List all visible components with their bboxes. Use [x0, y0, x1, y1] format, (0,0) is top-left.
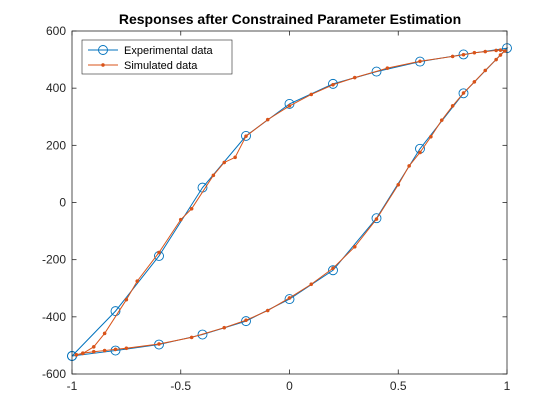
data-point: [371, 66, 382, 77]
y-tick-label: -400: [42, 310, 66, 324]
data-point: [241, 316, 251, 327]
data-point: [494, 57, 498, 62]
data-point: [124, 297, 129, 302]
data-point: [385, 66, 390, 71]
data-point: [309, 282, 314, 287]
data-point: [197, 329, 208, 340]
data-point: [157, 342, 161, 346]
data-point: [110, 345, 121, 356]
data-point: [461, 52, 466, 57]
data-point: [331, 266, 335, 271]
data-point: [189, 206, 194, 211]
data-point: [244, 134, 248, 139]
series-simulated: [74, 48, 507, 357]
axes-box: [71, 30, 508, 375]
data-point: [494, 48, 498, 53]
x-tick-label: 0: [286, 379, 293, 393]
data-point: [407, 164, 411, 168]
chart-title: Responses after Constrained Parameter Es…: [119, 11, 461, 27]
data-point: [502, 49, 507, 53]
data-point: [418, 150, 422, 155]
legend-marker: [98, 45, 108, 55]
legend-entry: Experimental data: [88, 45, 214, 57]
x-tick-label: 0.5: [390, 379, 407, 393]
y-tick-label: -200: [42, 253, 66, 267]
plot-area: -1 -0.5 0 0.5 1 -600 -400 -200 0 200 400 600: [42, 24, 512, 393]
data-point: [189, 335, 194, 340]
data-point: [309, 92, 314, 97]
data-point: [233, 155, 237, 160]
data-point: [483, 68, 488, 73]
data-point: [287, 104, 292, 108]
data-point: [91, 344, 96, 349]
data-point: [74, 352, 79, 357]
legend-box: [81, 39, 233, 75]
data-point: [374, 217, 379, 221]
data-point: [396, 182, 401, 187]
legend-label: Simulated data: [124, 60, 198, 72]
data-point: [450, 104, 455, 108]
data-point: [331, 82, 335, 87]
data-point: [498, 48, 503, 53]
data-point: [458, 49, 469, 60]
data-point: [439, 118, 444, 123]
data-point: [498, 53, 503, 57]
data-point: [418, 59, 422, 64]
data-point: [265, 117, 270, 122]
data-point: [472, 80, 477, 84]
data-point: [461, 91, 466, 95]
data-point: [91, 349, 96, 354]
data-point: [328, 265, 338, 276]
data-point: [265, 308, 270, 313]
data-point: [178, 217, 183, 222]
data-point: [371, 213, 382, 224]
data-point: [284, 294, 295, 305]
legend: Experimental data Simulated data: [81, 39, 233, 75]
data-point: [135, 279, 140, 283]
data-point: [211, 173, 216, 178]
y-tick-label: 600: [46, 24, 66, 38]
data-point: [328, 78, 338, 89]
legend-entry: Simulated data: [88, 60, 198, 72]
data-point: [102, 331, 107, 336]
data-point: [352, 75, 357, 80]
data-point: [222, 160, 227, 165]
data-point: [458, 88, 469, 99]
series-line: [76, 49, 506, 356]
y-tick-label: 200: [46, 138, 66, 152]
axes-background: [72, 31, 507, 374]
data-point: [102, 348, 107, 353]
y-tick-label: 400: [46, 81, 66, 95]
data-point: [287, 296, 292, 300]
data-point: [110, 306, 121, 317]
data-point: [415, 56, 425, 67]
data-point: [450, 54, 455, 59]
data-point: [244, 318, 248, 323]
y-tick-label: 0: [59, 196, 66, 210]
data-point: [483, 49, 488, 54]
legend-label: Experimental data: [124, 45, 214, 57]
x-tick-label: -0.5: [170, 379, 191, 393]
data-point: [352, 244, 357, 249]
data-point: [241, 130, 251, 141]
legend-marker: [101, 63, 105, 67]
data-point: [157, 250, 161, 255]
data-point: [124, 346, 129, 351]
x-tick-label: -1: [67, 379, 78, 393]
data-point: [113, 347, 118, 352]
data-point: [81, 351, 85, 356]
data-point: [222, 325, 227, 330]
y-tick-label: -600: [42, 367, 66, 381]
data-point: [472, 50, 477, 55]
x-tick-label: 1: [504, 379, 511, 393]
data-point: [429, 134, 433, 139]
